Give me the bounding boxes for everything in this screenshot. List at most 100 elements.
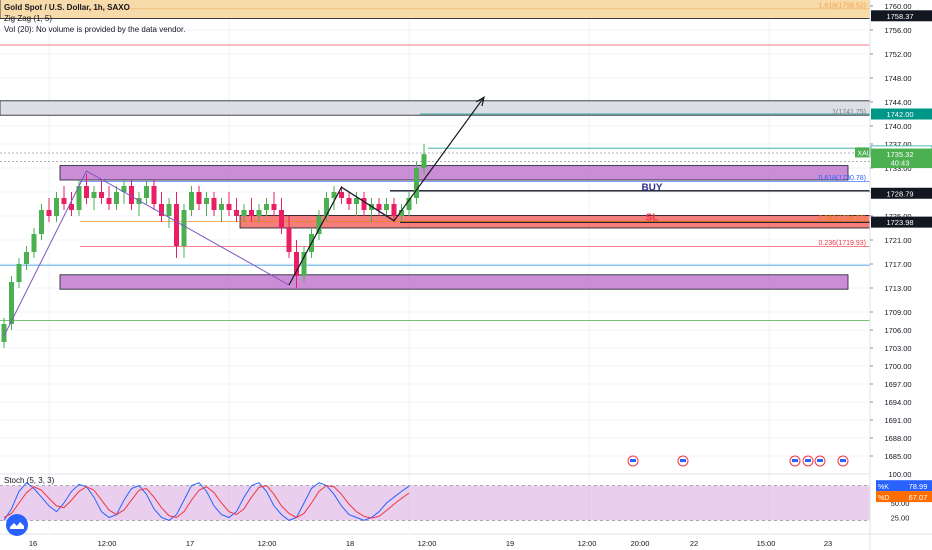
candle <box>9 282 14 324</box>
candle <box>204 198 209 204</box>
y-tick-label: 1703.00 <box>884 344 911 353</box>
candle <box>16 264 22 282</box>
x-tick-label: 16 <box>29 539 37 548</box>
fib-label: 1.618(1759.52) <box>819 2 866 9</box>
candle <box>91 192 97 198</box>
chart-zones <box>0 0 871 290</box>
stoch-k-line <box>3 482 410 521</box>
candle <box>84 186 89 198</box>
zigzag-legend[interactable]: Zig Zag (1, 5) <box>4 14 53 23</box>
fib-label: 1(1741.75) <box>832 109 866 116</box>
flag-stripe-icon <box>792 459 798 462</box>
price-badge: 1758.37 <box>871 10 932 22</box>
fib-label: 0.236(1719.93) <box>819 240 866 247</box>
flag-stripe-icon <box>680 459 686 462</box>
stochastic-pane <box>0 473 932 521</box>
x-tick-label: 18 <box>346 539 354 548</box>
candle <box>76 186 82 210</box>
candle <box>121 186 127 192</box>
y-tick-label: 1733.00 <box>884 164 911 173</box>
candle <box>339 192 344 198</box>
candle <box>159 204 164 216</box>
resistance-box <box>59 165 849 181</box>
candle <box>46 210 52 216</box>
y-tick-label: 1709.00 <box>884 308 911 317</box>
x-tick-label: 22 <box>690 539 698 548</box>
stoch-legend[interactable]: Stoch (5, 3, 3) <box>4 476 55 485</box>
price-badge-label: 1723.98 <box>886 218 913 227</box>
candle <box>279 210 284 228</box>
candle <box>286 228 292 252</box>
y-tick-label: 1685.00 <box>884 452 911 461</box>
candle <box>181 210 187 246</box>
candle <box>384 204 389 210</box>
candle <box>151 186 157 204</box>
candle <box>99 192 104 198</box>
x-tick-label: 12:00 <box>98 539 117 548</box>
candle <box>376 204 382 210</box>
candle <box>1 324 7 342</box>
candle <box>166 204 172 216</box>
price-badge-label: 1758.37 <box>886 12 913 21</box>
price-badge: 1723.98 <box>871 216 932 228</box>
price-badge: 40:43 <box>871 157 932 169</box>
stoch-band <box>0 485 870 521</box>
y-tick-label: 1721.00 <box>884 236 911 245</box>
horizontal-lines <box>0 8 870 321</box>
arrow-path <box>288 96 485 286</box>
y-tick-label: 1688.00 <box>884 434 911 443</box>
stoch-d-badge-name: %D <box>878 495 889 502</box>
stoch-d-badge: %D 67.07 <box>876 491 932 503</box>
flag-stripe-icon <box>840 459 846 462</box>
candle <box>241 210 247 216</box>
buy-label: BUY <box>641 183 662 194</box>
candle <box>39 210 44 234</box>
price-badge-label: 1728.79 <box>886 189 913 198</box>
candle <box>31 234 37 252</box>
candle <box>354 198 359 204</box>
candle <box>421 154 427 168</box>
time-axis: 16 12:00 17 12:00 18 12:00 19 12:00 20:00 22 15:00… <box>0 533 932 548</box>
candle <box>174 204 179 246</box>
price-badge: 1742.00 <box>871 108 932 120</box>
stoch-k-badge-name: %K <box>878 484 889 491</box>
stoch-d-line <box>3 485 410 519</box>
candle <box>249 210 254 216</box>
y-tick-label: 1748.00 <box>884 74 911 83</box>
x-tick-label: 20:00 <box>631 539 650 548</box>
fib-label: 0.382(1724.07) <box>819 215 866 222</box>
candle <box>129 186 134 204</box>
candle <box>196 192 202 204</box>
x-tick-label: 17 <box>186 539 194 548</box>
stoch-d-badge-value: 67.07 <box>909 493 928 502</box>
stoch-tick-label: 25.00 <box>891 514 910 523</box>
candle <box>406 198 412 210</box>
y-tick-label: 1737.00 <box>884 140 911 149</box>
y-tick-label: 1691.00 <box>884 416 911 425</box>
arrow-drawing <box>288 95 485 286</box>
top-band <box>0 0 871 20</box>
price-badge-bg <box>871 157 932 169</box>
candle <box>234 210 239 216</box>
candle <box>399 210 404 216</box>
fib-label: 0.618(1730.78) <box>819 175 866 182</box>
candle <box>414 168 419 198</box>
arrow-head <box>475 95 485 107</box>
chart-labels: 1.618(1759.52) 1(1741.75) 0.618(1730.78) 0.… <box>641 2 889 247</box>
tradingview-logo[interactable] <box>6 514 28 536</box>
stoch-k-badge: %K 78.99 <box>876 480 932 492</box>
candles <box>1 144 427 348</box>
price-badge-label: 1742.00 <box>886 110 913 119</box>
sl-label: SL <box>646 213 659 224</box>
candle <box>24 252 29 264</box>
candle <box>361 198 367 210</box>
y-tick-label: 1744.00 <box>884 98 911 107</box>
volume-legend[interactable]: Vol (20): No volume is provided by the d… <box>4 25 186 34</box>
y-tick-label: 1756.00 <box>884 26 911 35</box>
x-tick-label: 15:00 <box>757 539 776 548</box>
candle <box>301 252 307 276</box>
stoch-tick-label: 100.00 <box>889 470 912 479</box>
price-badge-label: 1735.32 <box>886 150 913 159</box>
candle <box>144 186 149 198</box>
